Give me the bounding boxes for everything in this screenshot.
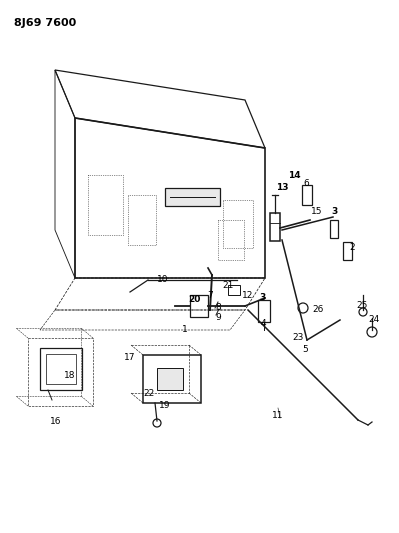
Text: 24: 24 xyxy=(368,316,379,325)
Text: 14: 14 xyxy=(288,171,300,180)
Text: 4: 4 xyxy=(260,319,266,327)
Text: 8: 8 xyxy=(215,303,221,312)
Text: 7: 7 xyxy=(207,292,213,301)
Text: 26: 26 xyxy=(312,305,324,314)
Text: 8J69 7600: 8J69 7600 xyxy=(14,18,76,28)
Text: 21: 21 xyxy=(222,280,234,289)
Text: 13: 13 xyxy=(276,183,288,192)
Text: 20: 20 xyxy=(188,295,200,304)
Polygon shape xyxy=(157,368,183,390)
Text: 6: 6 xyxy=(303,179,309,188)
Text: 19: 19 xyxy=(159,400,171,409)
Text: 23: 23 xyxy=(292,334,304,343)
Polygon shape xyxy=(165,188,220,206)
Text: 16: 16 xyxy=(50,417,62,426)
Text: 15: 15 xyxy=(311,206,323,215)
Text: 25: 25 xyxy=(356,301,368,310)
Text: 10: 10 xyxy=(157,276,169,285)
Text: 5: 5 xyxy=(302,345,308,354)
Text: 18: 18 xyxy=(64,370,76,379)
Text: 22: 22 xyxy=(143,389,155,398)
Text: 17: 17 xyxy=(124,352,136,361)
Text: 3: 3 xyxy=(331,207,337,216)
Text: 9: 9 xyxy=(215,313,221,322)
Text: 3: 3 xyxy=(259,294,265,303)
Text: 12: 12 xyxy=(242,292,254,301)
Text: 2: 2 xyxy=(349,244,355,253)
Text: 1: 1 xyxy=(182,326,188,335)
Text: 11: 11 xyxy=(272,410,284,419)
